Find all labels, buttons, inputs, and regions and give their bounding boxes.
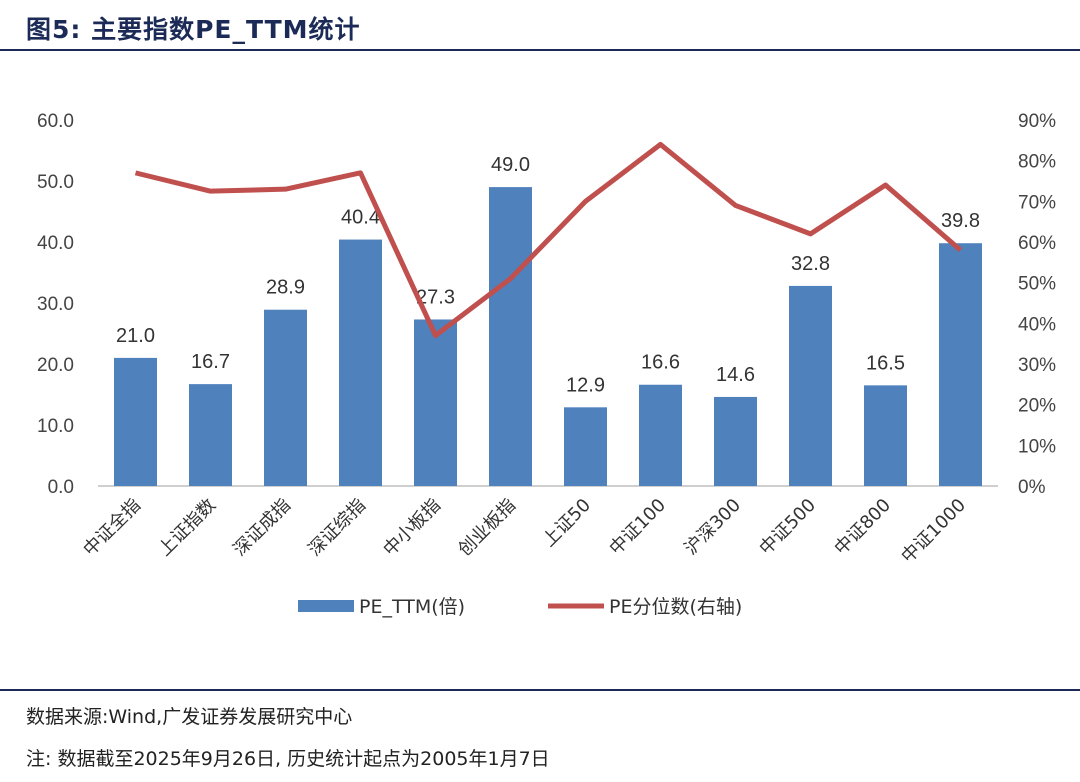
date-note: 注: 数据截至2025年9月26日, 历史统计起点为2005年1月7日 <box>26 748 550 770</box>
legend: PE_TTM(倍) PE分位数(右轴) <box>298 596 742 618</box>
left-tick-label: 40.0 <box>37 233 74 254</box>
data-label: 49.0 <box>491 154 530 176</box>
data-label: 21.0 <box>116 325 155 347</box>
left-tick-label: 20.0 <box>37 355 74 376</box>
title-rule <box>0 49 1080 51</box>
data-label: 12.9 <box>566 374 605 396</box>
data-label: 14.6 <box>716 364 755 386</box>
category-label: 中证1000 <box>897 495 970 568</box>
right-tick-label: 80% <box>1018 152 1056 173</box>
bar <box>489 187 532 486</box>
right-tick-label: 0% <box>1018 477 1046 498</box>
bar <box>114 357 157 486</box>
source-note: 数据来源:Wind,广发证券发展研究中心 <box>26 706 353 728</box>
data-label: 16.6 <box>641 352 680 374</box>
category-label: 上证50 <box>539 495 596 552</box>
left-tick-label: 10.0 <box>37 416 74 437</box>
data-label: 32.8 <box>791 253 830 275</box>
pe-chart: 0.0 10.0 20.0 30.0 40.0 50.0 60.0 0% 10% 20% 30% 4… <box>37 111 1056 618</box>
percentile-line <box>134 141 963 339</box>
left-tick-label: 60.0 <box>37 111 74 132</box>
right-axis-ticks: 0% 10% 20% 30% 40% 50% 60% 70% 80% 90% <box>1018 111 1056 498</box>
bar <box>414 319 457 486</box>
category-label: 沪深300 <box>680 495 745 560</box>
data-labels: 21.0 16.7 28.9 40.4 27.3 49.0 12.9 16.6 14.6 32.8… <box>116 154 980 396</box>
category-label: 中小板指 <box>379 495 445 561</box>
left-tick-label: 50.0 <box>37 172 74 193</box>
bar <box>189 384 232 486</box>
footer-rule <box>0 689 1080 691</box>
legend-bar-label: PE_TTM(倍) <box>359 596 465 618</box>
right-tick-label: 90% <box>1018 111 1056 132</box>
legend-bar-swatch <box>298 600 354 612</box>
right-tick-label: 70% <box>1018 192 1056 213</box>
category-label: 中证500 <box>755 495 820 560</box>
bar <box>639 384 682 486</box>
bar <box>264 309 307 486</box>
bar <box>564 407 607 486</box>
bar <box>864 385 907 486</box>
category-labels: 中证全指 上证指数 深证成指 深证综指 中小板指 创业板指 上证50 中证100 沪深300 中证… <box>79 495 970 568</box>
right-tick-label: 20% <box>1018 396 1056 417</box>
data-label: 27.3 <box>416 286 455 308</box>
bar <box>789 285 832 486</box>
category-label: 深证综指 <box>304 495 370 561</box>
category-label: 中证全指 <box>79 495 145 561</box>
category-label: 中证800 <box>830 495 895 560</box>
category-label: 深证成指 <box>229 495 295 561</box>
category-label: 上证指数 <box>154 495 220 561</box>
right-tick-label: 10% <box>1018 436 1056 457</box>
right-tick-label: 30% <box>1018 355 1056 376</box>
legend-line-label: PE分位数(右轴) <box>609 596 742 618</box>
category-label: 创业板指 <box>454 495 520 561</box>
category-label: 中证100 <box>605 495 670 560</box>
page-title: 图5: 主要指数PE_TTM统计 <box>26 15 361 44</box>
data-label: 16.7 <box>191 351 230 373</box>
bar <box>939 243 982 486</box>
left-tick-label: 0.0 <box>48 477 74 498</box>
data-label: 40.4 <box>341 207 380 229</box>
right-tick-label: 50% <box>1018 274 1056 295</box>
data-label: 28.9 <box>266 277 305 299</box>
left-axis-ticks: 0.0 10.0 20.0 30.0 40.0 50.0 60.0 <box>37 111 74 498</box>
right-tick-label: 40% <box>1018 314 1056 335</box>
data-label: 39.8 <box>941 210 980 232</box>
bar <box>339 239 382 486</box>
bar <box>714 396 757 486</box>
bar-series <box>114 187 982 486</box>
data-label: 16.5 <box>866 352 905 374</box>
left-tick-label: 30.0 <box>37 294 74 315</box>
right-tick-label: 60% <box>1018 233 1056 254</box>
